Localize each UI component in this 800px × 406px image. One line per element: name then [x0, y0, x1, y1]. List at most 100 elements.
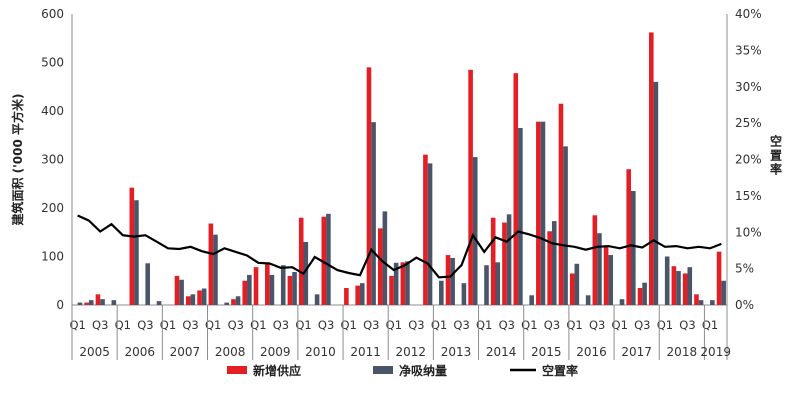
bar-supply [468, 69, 473, 306]
bar-supply [671, 266, 677, 305]
bar-supply [389, 275, 394, 305]
bar-supply [400, 262, 406, 305]
bar-supply [355, 285, 360, 305]
x-quarter-label: Q1 [160, 318, 176, 332]
legend-swatch [227, 366, 247, 374]
bar-absorption [190, 294, 196, 305]
y2-tick-label: 15% [735, 189, 762, 203]
x-quarter-label: Q3 [408, 318, 424, 332]
x-year-label: 2013 [441, 345, 472, 359]
bar-absorption [597, 233, 602, 305]
x-quarter-label: Q1 [566, 318, 582, 332]
bar-supply [84, 302, 89, 305]
bar-absorption [495, 262, 501, 305]
bar-supply [174, 275, 180, 305]
bar-absorption [224, 302, 230, 305]
bar-supply [197, 290, 202, 305]
x-quarter-label: Q3 [679, 318, 695, 332]
bar-supply [129, 187, 135, 305]
bar-supply [287, 275, 293, 305]
legend-label: 净吸纳量 [399, 363, 447, 378]
bar-supply [547, 231, 552, 305]
y-tick-label: 0 [56, 298, 64, 312]
bar-absorption [585, 295, 591, 305]
x-quarter-label: Q1 [612, 318, 628, 332]
x-quarter-label: Q3 [137, 318, 153, 332]
x-quarter-label: Q3 [273, 318, 289, 332]
bar-supply [682, 273, 688, 305]
bar-absorption [529, 295, 534, 305]
x-year-label: 2005 [79, 345, 110, 359]
bar-absorption [484, 265, 489, 305]
bar-supply [377, 228, 383, 305]
bar-supply [265, 263, 270, 305]
x-quarter-label: Q1 [69, 318, 85, 332]
bar-absorption [269, 274, 275, 305]
bar-absorption [100, 299, 105, 305]
bar-absorption [314, 294, 320, 305]
x-quarter-label: Q3 [544, 318, 560, 332]
legend-label: 空置率 [542, 363, 578, 378]
x-quarter-label: Q1 [115, 318, 131, 332]
y2-tick-label: 35% [735, 43, 762, 57]
x-year-label: 2010 [305, 345, 336, 359]
bar-supply [626, 169, 632, 305]
bar-absorption [653, 81, 659, 306]
bar-absorption [687, 267, 693, 305]
x-year-label: 2014 [486, 345, 517, 359]
bar-supply [366, 67, 372, 305]
bar-supply [321, 216, 327, 305]
y-tick-label: 500 [41, 56, 64, 70]
x-year-label: 2007 [170, 345, 201, 359]
bar-supply [231, 299, 236, 305]
bar-absorption [145, 263, 151, 305]
bar-absorption [721, 280, 726, 305]
bar-supply [716, 251, 722, 305]
bar-absorption [371, 122, 376, 305]
bar-absorption [664, 256, 670, 305]
x-year-label: 2017 [621, 345, 652, 359]
y-axis-title: 建筑面积 ('000 平方米) [10, 93, 25, 226]
bar-absorption [292, 272, 297, 305]
x-year-label: 2011 [350, 345, 381, 359]
x-year-label: 2006 [124, 345, 155, 359]
bar-absorption [393, 262, 399, 305]
bar-supply [344, 288, 349, 305]
y2-tick-label: 20% [735, 153, 762, 167]
bar-absorption [506, 214, 512, 305]
bar-supply [490, 217, 496, 305]
bar-absorption [439, 280, 444, 305]
bar-absorption [405, 261, 410, 305]
x-quarter-label: Q1 [295, 318, 311, 332]
x-quarter-label: Q3 [92, 318, 108, 332]
bar-supply [445, 255, 451, 305]
bar-absorption [551, 221, 557, 305]
bar-absorption [563, 146, 568, 305]
bar-absorption [88, 300, 94, 305]
x-year-label: 2015 [531, 345, 562, 359]
x-year-label: 2019 [700, 345, 731, 359]
x-year-label: 2012 [396, 345, 427, 359]
legend-label: 新增供应 [253, 363, 301, 378]
x-quarter-label: Q1 [431, 318, 447, 332]
bar-absorption [710, 300, 715, 305]
bar-absorption [540, 121, 546, 305]
bar-absorption [111, 300, 117, 305]
x-quarter-label: Q3 [453, 318, 469, 332]
bar-supply [502, 222, 507, 305]
bar-absorption [77, 302, 83, 305]
bar-supply [513, 73, 519, 305]
bar-absorption [134, 200, 139, 305]
bar-absorption [472, 157, 478, 305]
bar-absorption [179, 279, 184, 305]
x-quarter-label: Q1 [476, 318, 492, 332]
bar-absorption [642, 282, 647, 305]
bar-supply [592, 215, 598, 305]
y-tick-label: 300 [41, 153, 64, 167]
y2-tick-label: 0% [735, 298, 754, 312]
bar-supply [648, 32, 654, 306]
x-quarter-label: Q1 [250, 318, 266, 332]
bar-supply [569, 273, 575, 305]
x-quarter-label: Q1 [340, 318, 356, 332]
y2-axis-title: 空置率 [770, 134, 782, 177]
